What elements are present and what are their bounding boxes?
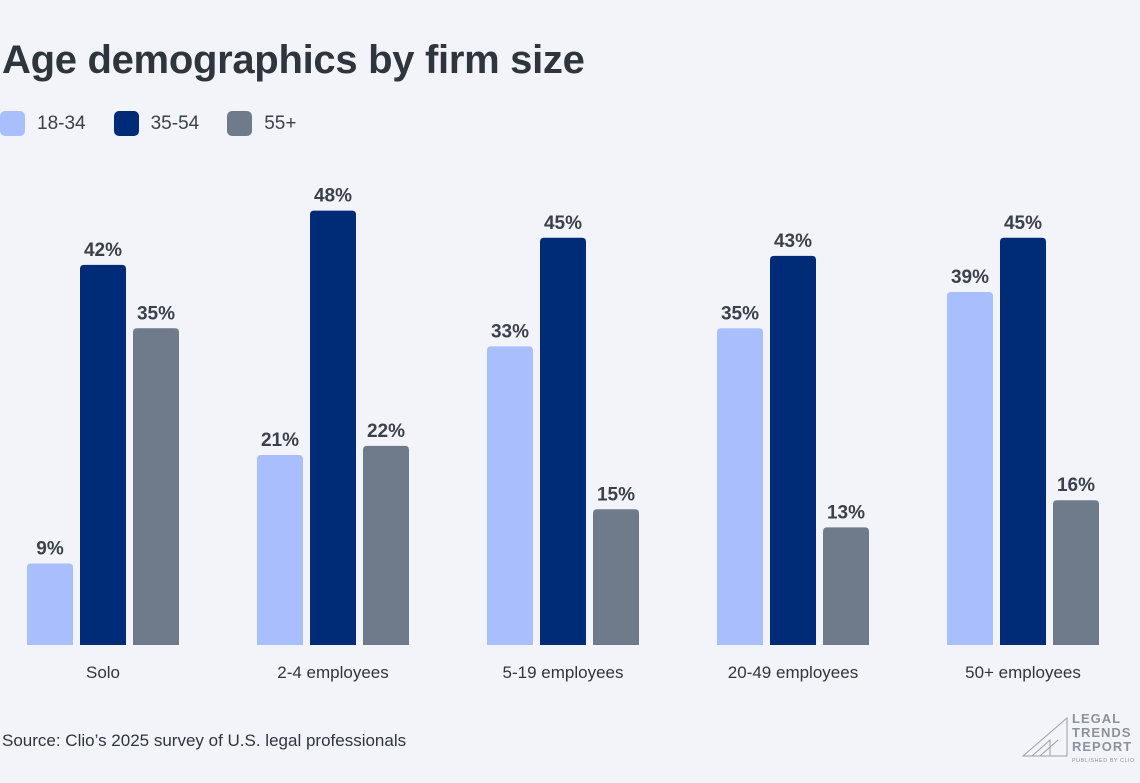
bar [540,237,586,645]
bar [487,346,533,645]
x-tick-label: 20-49 employees [728,663,858,682]
data-label: 45% [1004,213,1042,234]
data-label: 16% [1057,475,1095,496]
bar [823,527,869,645]
bar [133,328,179,645]
legend-item-35-54: 35-54 [113,111,200,136]
data-label: 39% [951,267,989,288]
data-label: 33% [491,321,529,342]
legend-label: 18-34 [37,112,86,134]
legend-label: 35-54 [150,112,200,134]
x-tick-label: 2-4 employees [277,663,389,682]
legend-item-55-plus: 55+ [227,111,296,136]
bar [1000,237,1046,645]
data-label: 22% [367,421,405,442]
bar [257,454,303,645]
data-label: 42% [84,240,122,261]
x-tick-label: 5-19 employees [503,663,624,682]
logo-line: TRENDS [1072,725,1132,740]
bar [363,445,409,645]
logo-mark-icon [1022,716,1068,757]
data-label: 9% [36,539,64,560]
data-label: 35% [137,303,175,324]
bar [770,255,816,645]
data-label: 13% [827,502,865,523]
bar [593,509,639,645]
legal-trends-report-logo: LEGAL TRENDS REPORT PUBLISHED BY CLIO [1022,712,1137,772]
bar [27,563,73,645]
legend-swatch [0,111,25,136]
data-label: 35% [721,303,759,324]
legend-swatch [227,111,253,136]
data-label: 45% [544,213,582,234]
data-label: 21% [261,430,299,451]
logo-subtitle: PUBLISHED BY CLIO [1072,758,1135,764]
bar [1053,500,1099,645]
legend-swatch [113,111,139,136]
legend: 18-34 35-54 55+ [0,111,324,136]
bar [310,210,356,645]
data-label: 48% [314,186,352,207]
bar [947,292,993,645]
data-label: 15% [597,484,635,505]
chart-title: Age demographics by firm size [2,38,585,82]
data-label: 43% [774,231,812,252]
bar [717,328,763,645]
legend-item-18-34: 18-34 [0,111,86,136]
x-tick-label: 50+ employees [965,663,1081,682]
logo-line: REPORT [1072,739,1133,754]
logo-line: LEGAL [1072,711,1122,726]
bar [80,264,126,645]
legend-label: 55+ [264,112,297,134]
source-note: Source: Clio’s 2025 survey of U.S. legal… [2,731,407,750]
x-tick-label: Solo [86,663,120,682]
